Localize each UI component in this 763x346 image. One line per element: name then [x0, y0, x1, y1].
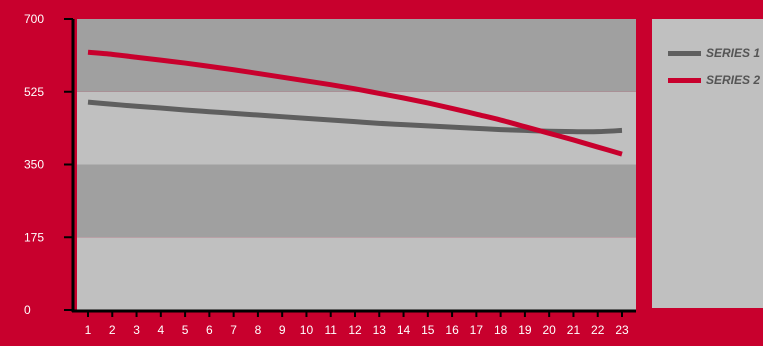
x-tick-label: 5	[182, 323, 189, 337]
x-axis-ticks: 1 2 3 4 5 6 7 8 9 10 11 12 13 14 15 16 17 18 19 20 21 22 23	[85, 310, 629, 337]
x-tick-label: 14	[397, 323, 411, 337]
x-tick-label: 6	[206, 323, 213, 337]
legend-label-series-2: SERIES 2	[706, 73, 761, 87]
plot-background-bands	[77, 19, 636, 310]
x-tick-label: 21	[567, 323, 581, 337]
grid-band-3	[77, 19, 636, 92]
x-tick-label: 3	[133, 323, 140, 337]
x-tick-label: 16	[445, 323, 459, 337]
x-tick-label: 13	[373, 323, 387, 337]
grid-band-2	[77, 91, 636, 165]
y-tick-label: 700	[24, 12, 44, 26]
legend: SERIES 1 SERIES 2	[652, 19, 763, 308]
legend-swatch-series-2	[668, 78, 701, 83]
x-tick-label: 15	[421, 323, 435, 337]
y-tick-label: 0	[24, 303, 31, 317]
y-axis-ticks: 0 175 350 525 700	[24, 12, 73, 317]
x-tick-label: 1	[85, 323, 92, 337]
y-tick-label: 350	[24, 158, 44, 172]
grid-band-0	[77, 237, 636, 310]
y-tick-label: 525	[24, 85, 44, 99]
legend-label-series-1: SERIES 1	[706, 46, 761, 60]
x-tick-label: 8	[255, 323, 262, 337]
series-lines	[87, 49, 623, 157]
x-tick-label: 12	[348, 323, 362, 337]
x-tick-label: 19	[518, 323, 532, 337]
x-tick-label: 7	[230, 323, 237, 337]
x-tick-label: 9	[279, 323, 286, 337]
x-tick-label: 20	[543, 323, 557, 337]
grid-band-1	[77, 164, 636, 238]
x-tick-label: 11	[324, 323, 337, 337]
x-tick-label: 22	[591, 323, 605, 337]
x-tick-label: 17	[470, 323, 484, 337]
y-tick-label: 175	[24, 230, 44, 244]
x-tick-label: 10	[300, 323, 314, 337]
x-tick-label: 2	[109, 323, 116, 337]
x-tick-label: 4	[157, 323, 164, 337]
legend-swatch-series-1	[668, 51, 701, 56]
x-tick-label: 23	[615, 323, 629, 337]
series-2-line	[87, 49, 623, 157]
x-tick-label: 18	[494, 323, 508, 337]
